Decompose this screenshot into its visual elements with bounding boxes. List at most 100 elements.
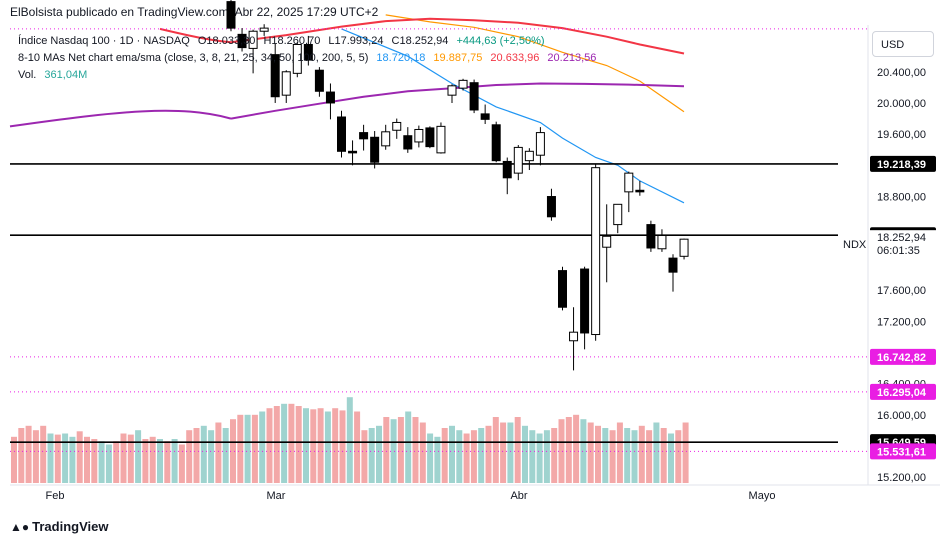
- volume-bar: [273, 406, 280, 483]
- volume-bar: [441, 428, 448, 483]
- candle-body: [602, 235, 612, 248]
- candle-body: [591, 167, 601, 336]
- candle-body: [558, 270, 567, 308]
- volume-bar: [427, 433, 434, 483]
- volume-bar: [215, 422, 222, 483]
- volume-bar: [332, 408, 339, 483]
- time-axis[interactable]: Feb Mar Abr Mayo: [46, 490, 776, 502]
- candle-body: [480, 113, 490, 120]
- volume-bar: [164, 441, 171, 483]
- volume-bar: [142, 439, 149, 483]
- volume-bar: [135, 430, 142, 483]
- price-labels: 19.218,3918.303,8018.246,4516.742,8216.2…: [870, 155, 936, 460]
- candle-body: [436, 125, 446, 154]
- ohlc-high: H18.260,70: [263, 35, 321, 47]
- volume-bar: [193, 428, 200, 483]
- volume-bar: [646, 430, 653, 483]
- time-tick-label: Mayo: [749, 490, 776, 502]
- volume-bar: [631, 430, 638, 483]
- ndx-level-label: NDX: [843, 239, 867, 251]
- ohlc-open: O18.033,30: [197, 35, 256, 47]
- volume-bar: [522, 425, 528, 483]
- ma-line: [230, 17, 685, 55]
- legend-volume-row: Vol. 361,04M: [18, 69, 92, 81]
- volume-bar: [624, 428, 631, 483]
- volume-bar: [361, 430, 368, 483]
- volume-bar: [186, 430, 193, 483]
- ma-line: [159, 27, 232, 44]
- price-tick-label: 17.600,00: [877, 285, 926, 297]
- volume-bar: [449, 425, 455, 483]
- ma-indicator-title[interactable]: 8-10 MAs Net chart ema/sma (close, 3, 8,…: [18, 52, 369, 64]
- candle-body: [281, 71, 291, 96]
- volume-bar: [500, 422, 507, 483]
- volume-bar: [25, 425, 32, 483]
- time-tick-label: Feb: [46, 490, 65, 502]
- candle-body: [513, 146, 523, 174]
- volume-bar: [376, 425, 382, 483]
- volume-bar: [529, 430, 536, 483]
- candle-body: [624, 172, 634, 193]
- publisher-caption: ElBolsista publicado en TradingView.com,…: [10, 5, 379, 19]
- level-price-text: 19.218,39: [877, 159, 926, 171]
- volume-bar: [580, 419, 587, 483]
- volume-bar: [47, 433, 54, 483]
- candle-body: [392, 121, 402, 131]
- volume-bar: [390, 419, 397, 483]
- ohlc-change: +444,63 (+2,50%): [456, 35, 545, 47]
- candle-body: [635, 189, 645, 193]
- volume-bar: [514, 417, 521, 483]
- volume-bar: [412, 417, 419, 483]
- volume-bar: [558, 419, 565, 483]
- volume-bar: [595, 425, 601, 483]
- volume-bar: [98, 441, 105, 483]
- volume-label[interactable]: Vol.: [18, 69, 37, 81]
- volume-bar: [281, 403, 288, 483]
- candle-body: [270, 54, 280, 98]
- volume-bar: [178, 444, 185, 483]
- candle-body: [237, 33, 247, 49]
- volume-bar: [339, 410, 346, 483]
- volume-bar: [200, 425, 207, 483]
- ma-line: [385, 14, 685, 113]
- level-price-text: 16.295,04: [877, 387, 927, 399]
- candle-body: [657, 235, 667, 250]
- candle-body: [646, 224, 656, 249]
- volume-bar: [675, 430, 682, 483]
- candle-body: [370, 136, 380, 163]
- volume-bar: [222, 428, 229, 483]
- current-price-tag: [870, 230, 936, 259]
- currency-selector[interactable]: USD: [872, 31, 934, 57]
- candle-body: [458, 79, 468, 89]
- horizontal-levels[interactable]: [10, 28, 868, 452]
- candle-body: [613, 203, 623, 226]
- volume-bar: [485, 425, 492, 483]
- candle-body: [414, 128, 424, 143]
- price-tick-label: 20.000,00: [877, 98, 926, 110]
- candle-body: [425, 127, 435, 148]
- volume-bar: [105, 444, 112, 483]
- symbol-info[interactable]: Índice Nasdaq 100 · 1D · NASDAQ: [18, 35, 190, 47]
- volume-bar: [478, 428, 485, 483]
- volume-bar: [660, 428, 667, 483]
- candlesticks: [226, 0, 689, 371]
- ma-line: [9, 109, 232, 128]
- price-tick-label: 19.600,00: [877, 129, 926, 141]
- price-tick-label: 20.400,00: [877, 67, 926, 79]
- candle-body: [403, 135, 413, 150]
- candle-body: [337, 116, 346, 152]
- volume-bar: [668, 433, 674, 483]
- volume-bar: [18, 428, 25, 483]
- candle-body: [491, 124, 501, 162]
- candle-body: [248, 30, 258, 49]
- level-price-tag: [870, 348, 936, 365]
- candle-body: [546, 196, 556, 218]
- price-axis[interactable]: 20.400,00 20.000,00 19.600,00 18.800,00 17.6…: [877, 67, 926, 484]
- ma-value-2: 19.887,75: [433, 52, 483, 64]
- tradingview-brand[interactable]: ▲● TradingView: [10, 519, 108, 534]
- candle-body: [668, 257, 678, 273]
- volume-bar: [40, 425, 47, 483]
- legend-ma-row: 8-10 MAs Net chart ema/sma (close, 3, 8,…: [18, 52, 601, 64]
- candle-body: [292, 43, 302, 74]
